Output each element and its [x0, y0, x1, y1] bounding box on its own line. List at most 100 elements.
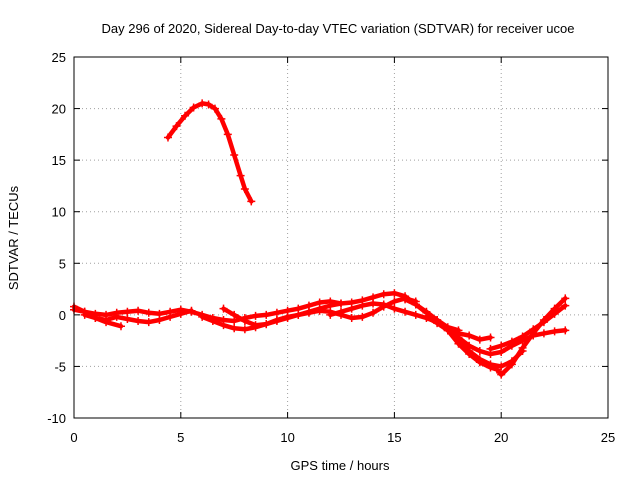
data-point [262, 310, 271, 319]
y-tick-label: 0 [59, 308, 66, 323]
data-point [411, 310, 420, 319]
data-point [204, 100, 213, 109]
data-point [390, 304, 399, 313]
data-point [251, 311, 260, 320]
data-point [181, 111, 190, 120]
series-arc-high [163, 99, 256, 206]
data-point [507, 337, 516, 346]
data-point [507, 360, 516, 369]
data-point [390, 289, 399, 298]
data-point [144, 318, 153, 327]
data-point [326, 301, 335, 310]
data-point [561, 326, 570, 335]
data-point [486, 363, 495, 372]
data-point [217, 114, 226, 123]
data-point [240, 325, 249, 334]
data-point [539, 329, 548, 338]
chart-title: Day 296 of 2020, Sidereal Day-to-day VTE… [101, 21, 574, 36]
ticks: 0 5 10 15 20 25 -10 -5 0 5 10 15 20 25 [47, 50, 615, 445]
data-point [550, 309, 559, 318]
data-point [304, 307, 313, 316]
x-tick-label: 10 [280, 430, 294, 445]
data-point [262, 320, 271, 329]
data-point [172, 122, 181, 131]
data-point [163, 133, 172, 142]
data-point [497, 341, 506, 350]
x-axis-title: GPS time / hours [291, 458, 390, 473]
data-point [550, 327, 559, 336]
data-point [283, 312, 292, 321]
data-point [347, 313, 356, 322]
data-point [486, 344, 495, 353]
data-point [475, 358, 484, 367]
data-point [433, 319, 442, 328]
data-point [134, 317, 143, 326]
data-layer [70, 99, 570, 379]
data-point [91, 313, 100, 322]
data-point [134, 306, 143, 315]
data-point [401, 307, 410, 316]
data-point [236, 171, 245, 180]
series-line [165, 101, 254, 204]
x-tick-label: 0 [70, 430, 77, 445]
x-tick-label: 5 [177, 430, 184, 445]
data-point [465, 331, 474, 340]
data-point [80, 310, 89, 319]
plot-frame [73, 56, 609, 419]
data-point [102, 316, 111, 325]
data-point [219, 304, 228, 313]
data-point [251, 321, 260, 330]
y-axis-title: SDTVAR / TECUs [6, 185, 21, 290]
data-point [390, 297, 399, 306]
data-point [497, 370, 506, 379]
data-point [492, 365, 501, 374]
data-point [144, 308, 153, 317]
data-point [454, 329, 463, 338]
data-point [230, 324, 239, 333]
data-point [219, 321, 228, 330]
data-point [155, 316, 164, 325]
data-point [337, 307, 345, 316]
x-tick-label: 15 [387, 430, 401, 445]
y-tick-label: 10 [52, 205, 66, 220]
data-point [529, 325, 538, 334]
y-tick-label: 5 [59, 256, 66, 271]
data-point [240, 317, 249, 326]
data-point [518, 332, 527, 341]
grid [74, 57, 608, 418]
data-point [272, 308, 281, 317]
data-point [294, 310, 303, 319]
data-point [369, 299, 378, 308]
data-point [561, 301, 570, 310]
data-point [176, 309, 185, 318]
data-point [247, 197, 256, 206]
data-point [401, 295, 410, 304]
data-point [166, 312, 175, 321]
data-point [422, 312, 431, 321]
data-point [123, 307, 132, 316]
data-point [475, 346, 484, 355]
data-point [230, 310, 239, 319]
series-arc-c [80, 306, 196, 327]
data-point [379, 290, 388, 299]
data-point [358, 312, 367, 321]
data-point [112, 312, 121, 321]
data-point [561, 294, 570, 303]
data-point [347, 304, 356, 313]
data-point [198, 312, 207, 321]
x-tick-label: 20 [494, 430, 508, 445]
y-tick-label: -10 [47, 411, 66, 426]
y-tick-label: -5 [54, 359, 66, 374]
data-point [123, 314, 132, 323]
data-point [189, 103, 198, 112]
data-point [443, 326, 452, 335]
data-point [187, 306, 196, 315]
data-point [326, 310, 335, 319]
data-point [116, 322, 125, 331]
data-point [411, 300, 420, 309]
series-arc-j [486, 301, 570, 353]
data-point [272, 316, 281, 325]
data-point [497, 362, 506, 371]
data-point [539, 318, 548, 327]
